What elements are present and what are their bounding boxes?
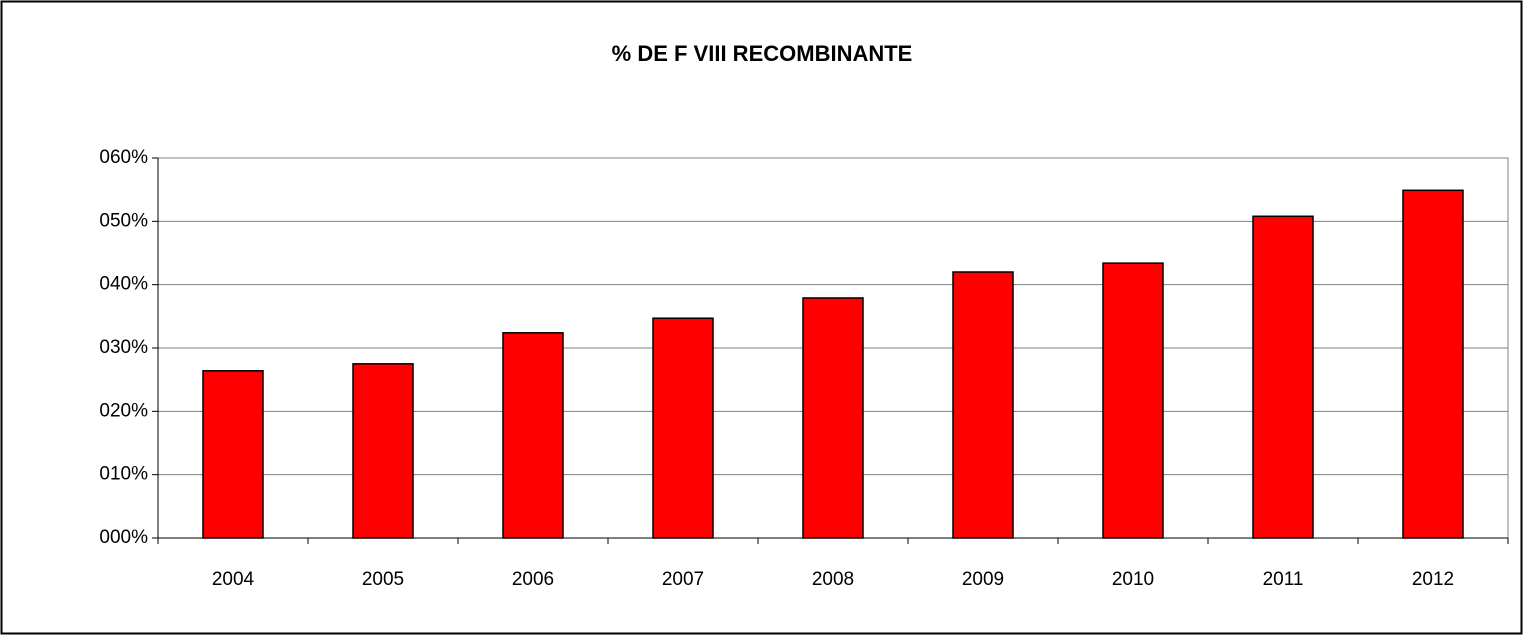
bar xyxy=(1402,189,1464,539)
x-tick-label: 2012 xyxy=(1412,569,1454,590)
y-tick-label: 000% xyxy=(99,527,148,548)
y-tick-label: 040% xyxy=(99,274,148,295)
bar xyxy=(502,332,564,539)
bar xyxy=(1102,262,1164,539)
chart-title: % DE F VIII RECOMBINANTE xyxy=(612,41,913,66)
y-tick-label: 030% xyxy=(99,337,148,358)
x-tick-label: 2008 xyxy=(812,569,854,590)
y-tick-label: 060% xyxy=(99,147,148,168)
y-tick-label: 020% xyxy=(99,400,148,421)
bar xyxy=(802,297,864,539)
x-tick-label: 2004 xyxy=(212,569,255,590)
bar xyxy=(352,363,414,539)
bar xyxy=(1252,215,1314,539)
x-tick-label: 2009 xyxy=(962,569,1004,590)
x-tick-label: 2005 xyxy=(362,569,404,590)
x-tick-label: 2010 xyxy=(1112,569,1154,590)
y-tick-label: 050% xyxy=(99,210,148,231)
x-tick-label: 2006 xyxy=(512,569,554,590)
x-tick-label: 2011 xyxy=(1263,569,1304,590)
bar xyxy=(652,317,714,539)
bar xyxy=(202,370,264,539)
bar xyxy=(952,271,1014,539)
y-tick-label: 010% xyxy=(99,464,148,485)
x-tick-label: 2007 xyxy=(662,569,704,590)
